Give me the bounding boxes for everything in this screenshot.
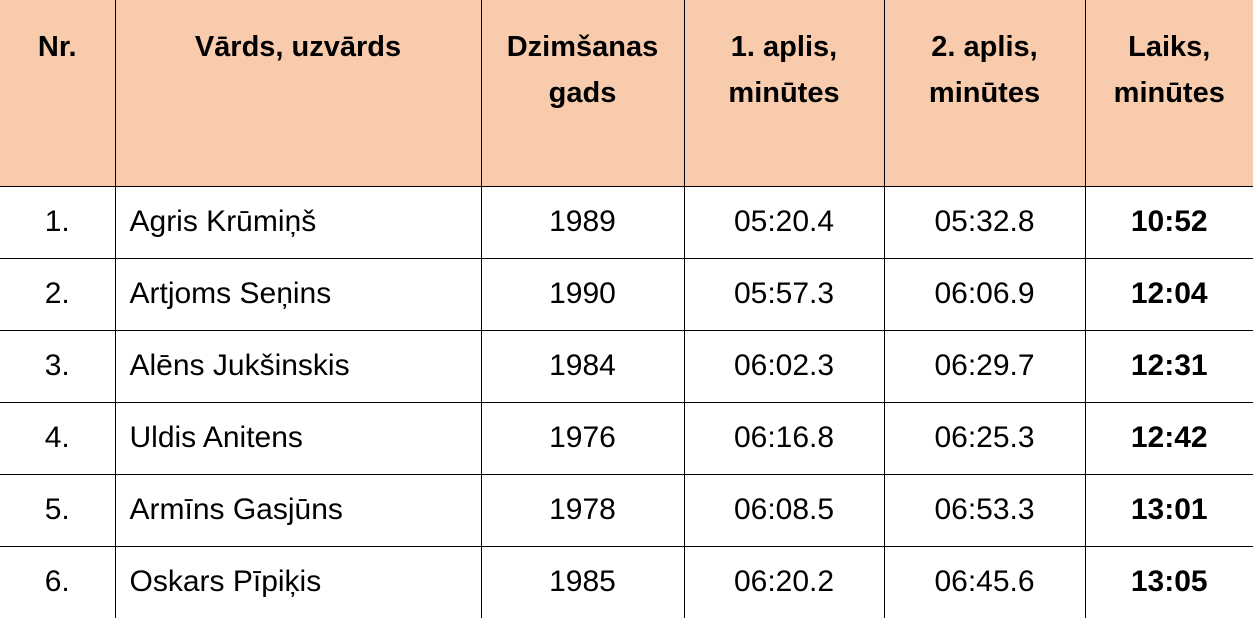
table-header: Nr. Vārds, uzvārds Dzimšanas gads 1. apl… bbox=[0, 0, 1253, 187]
header-name: Vārds, uzvārds bbox=[114, 0, 482, 187]
cell-lap2: 06:06.9 bbox=[883, 257, 1086, 331]
cell-lap1: 06:20.2 bbox=[683, 545, 885, 618]
cell-birth-year: 1984 bbox=[480, 329, 685, 403]
cell-birth-year: 1978 bbox=[480, 473, 685, 547]
cell-lap2: 06:53.3 bbox=[883, 473, 1086, 547]
cell-time: 13:01 bbox=[1084, 473, 1253, 547]
cell-birth-year: 1976 bbox=[480, 401, 685, 475]
cell-name: Oskars Pīpiķis bbox=[114, 545, 482, 618]
cell-name: Artjoms Seņins bbox=[114, 257, 482, 331]
cell-name: Alēns Jukšinskis bbox=[114, 329, 482, 403]
cell-lap1: 06:02.3 bbox=[683, 329, 885, 403]
table-row: 2. Artjoms Seņins 1990 05:57.3 06:06.9 1… bbox=[0, 257, 1253, 331]
table-row: 4. Uldis Anitens 1976 06:16.8 06:25.3 12… bbox=[0, 401, 1253, 475]
header-time: Laiks, minūtes bbox=[1084, 0, 1253, 187]
cell-name: Armīns Gasjūns bbox=[114, 473, 482, 547]
cell-time: 10:52 bbox=[1084, 185, 1253, 259]
cell-nr: 1. bbox=[0, 185, 116, 259]
cell-time: 13:05 bbox=[1084, 545, 1253, 618]
cell-lap2: 06:29.7 bbox=[883, 329, 1086, 403]
cell-name: Agris Krūmiņš bbox=[114, 185, 482, 259]
table-body: 1. Agris Krūmiņš 1989 05:20.4 05:32.8 10… bbox=[0, 185, 1253, 618]
header-lap2: 2. aplis, minūtes bbox=[883, 0, 1086, 187]
table-row: 6. Oskars Pīpiķis 1985 06:20.2 06:45.6 1… bbox=[0, 545, 1253, 618]
table-row: 5. Armīns Gasjūns 1978 06:08.5 06:53.3 1… bbox=[0, 473, 1253, 547]
cell-lap2: 05:32.8 bbox=[883, 185, 1086, 259]
cell-birth-year: 1989 bbox=[480, 185, 685, 259]
cell-nr: 4. bbox=[0, 401, 116, 475]
cell-nr: 6. bbox=[0, 545, 116, 618]
cell-lap1: 05:57.3 bbox=[683, 257, 885, 331]
header-birth-year: Dzimšanas gads bbox=[480, 0, 685, 187]
cell-time: 12:04 bbox=[1084, 257, 1253, 331]
cell-time: 12:42 bbox=[1084, 401, 1253, 475]
cell-nr: 3. bbox=[0, 329, 116, 403]
cell-lap2: 06:45.6 bbox=[883, 545, 1086, 618]
cell-time: 12:31 bbox=[1084, 329, 1253, 403]
cell-birth-year: 1990 bbox=[480, 257, 685, 331]
table-row: 3. Alēns Jukšinskis 1984 06:02.3 06:29.7… bbox=[0, 329, 1253, 403]
cell-nr: 5. bbox=[0, 473, 116, 547]
cell-birth-year: 1985 bbox=[480, 545, 685, 618]
header-lap1: 1. aplis, minūtes bbox=[683, 0, 885, 187]
header-row: Nr. Vārds, uzvārds Dzimšanas gads 1. apl… bbox=[0, 0, 1253, 187]
cell-lap1: 06:08.5 bbox=[683, 473, 885, 547]
cell-lap2: 06:25.3 bbox=[883, 401, 1086, 475]
header-nr: Nr. bbox=[0, 0, 116, 187]
table-row: 1. Agris Krūmiņš 1989 05:20.4 05:32.8 10… bbox=[0, 185, 1253, 259]
cell-nr: 2. bbox=[0, 257, 116, 331]
cell-lap1: 06:16.8 bbox=[683, 401, 885, 475]
cell-name: Uldis Anitens bbox=[114, 401, 482, 475]
cell-lap1: 05:20.4 bbox=[683, 185, 885, 259]
